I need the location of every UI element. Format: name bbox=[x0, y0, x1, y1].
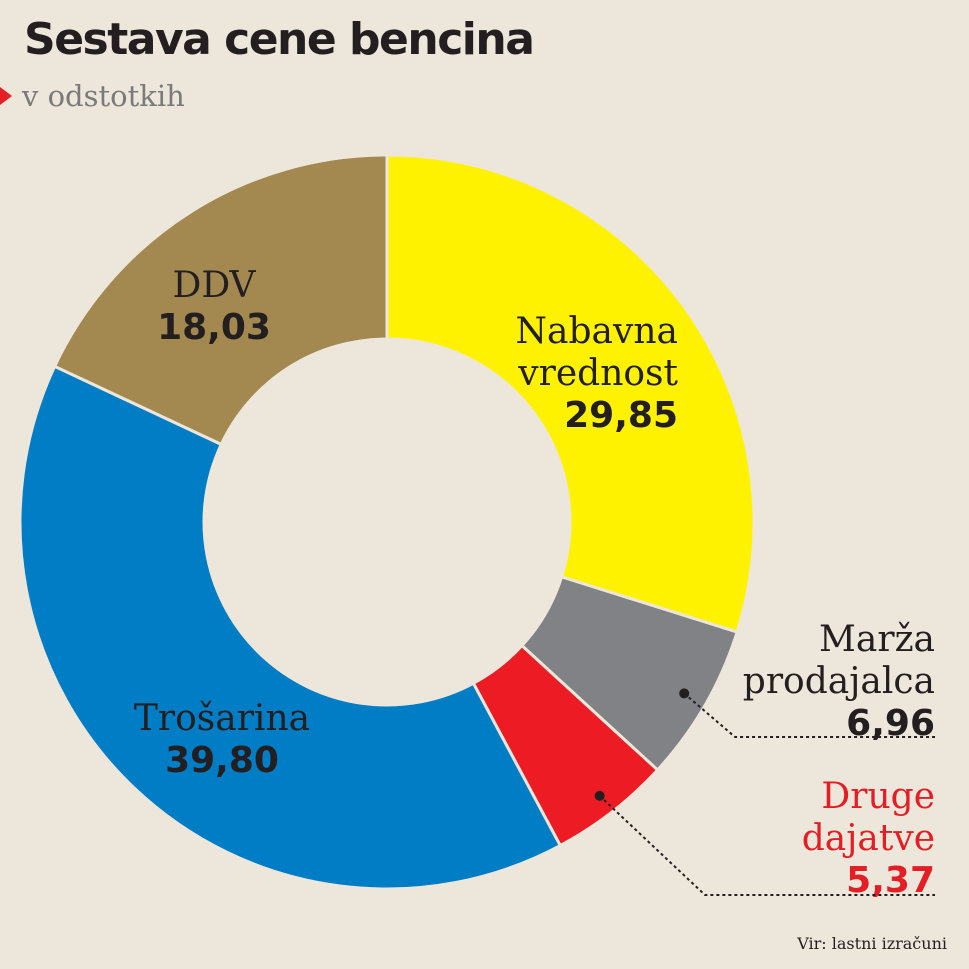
leader-line bbox=[599, 795, 935, 896]
triangle-marker-icon bbox=[0, 87, 12, 105]
slice-label: vrednost bbox=[517, 353, 678, 394]
slice-label: Marža bbox=[819, 619, 935, 660]
slice-label: dajatve bbox=[802, 818, 935, 859]
slice-value-label: 29,85 bbox=[564, 395, 678, 436]
leader-line bbox=[683, 692, 935, 738]
slice-label: DDV bbox=[172, 265, 256, 306]
leader-dot bbox=[679, 688, 690, 699]
slice-value-label: 18,03 bbox=[157, 307, 271, 348]
slice-label: Nabavna bbox=[516, 311, 678, 352]
source-note: Vir: lastni izračuni bbox=[797, 934, 947, 953]
donut-slice bbox=[52, 153, 389, 447]
donut-slice bbox=[18, 364, 563, 891]
chart-title: Sestava cene bencina bbox=[24, 14, 535, 65]
chart-subtitle: v odstotkih bbox=[22, 79, 185, 113]
slice-value-label: 39,80 bbox=[165, 740, 279, 781]
leader-dot bbox=[594, 790, 605, 801]
slice-label: Druge bbox=[821, 776, 935, 817]
donut-slice bbox=[385, 153, 756, 634]
subtitle-row: v odstotkih bbox=[0, 78, 185, 114]
slice-label: prodajalca bbox=[743, 661, 935, 702]
slice-label: Trošarina bbox=[134, 698, 310, 739]
